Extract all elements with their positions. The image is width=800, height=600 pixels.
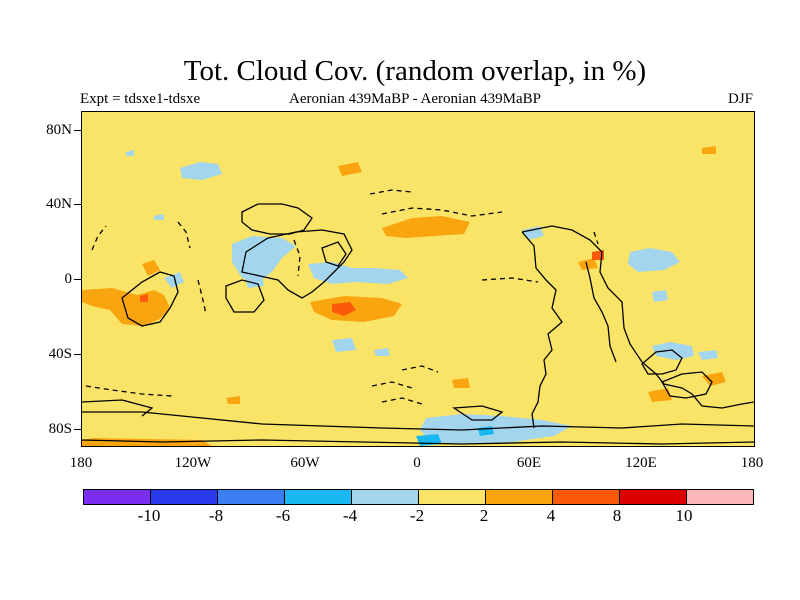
lat-tick-0: [74, 279, 81, 280]
colorbar-label: -2: [409, 506, 425, 525]
lon-label-60e: 60E: [516, 455, 542, 471]
colorbar-swatch: [553, 490, 620, 504]
colorbar-swatch: [419, 490, 486, 504]
map-plot: [81, 111, 755, 447]
colorbar-label: -8: [208, 506, 224, 525]
lon-label-120e: 120E: [625, 455, 657, 471]
lat-label-80n: 80N: [46, 122, 72, 138]
lat-tick-40s: [74, 354, 81, 355]
colorbar-label: 8: [612, 506, 622, 525]
colorbar-swatch: [84, 490, 151, 504]
comparison-label: Aeronian 439MaBP - Aeronian 439MaBP: [289, 91, 541, 107]
lon-label-180w: 180: [69, 455, 93, 471]
colorbar-label: 10: [675, 506, 693, 525]
colorbar-label: -4: [342, 506, 358, 525]
lon-label-120w: 120W: [174, 455, 212, 471]
lat-label-0: 0: [64, 271, 73, 287]
lat-label-80s: 80S: [48, 421, 72, 437]
colorbar-swatch: [352, 490, 419, 504]
coastline-dashes: [85, 189, 599, 405]
colorbar-swatch: [151, 490, 218, 504]
experiment-label: Expt = tdsxe1-tdsxe: [80, 91, 201, 107]
season-label: DJF: [727, 91, 753, 107]
lon-label-60w: 60W: [290, 455, 320, 471]
lat-tick-40n: [74, 204, 81, 205]
lat-label-40n: 40N: [46, 196, 72, 212]
lon-label-0: 0: [413, 455, 421, 471]
lat-tick-80n: [74, 130, 81, 131]
lat-tick-80s: [74, 429, 81, 430]
lat-label-40s: 40S: [48, 346, 72, 362]
colorbar-swatch: [218, 490, 285, 504]
positive-anomaly-patches: [82, 146, 726, 446]
colorbar: [83, 489, 754, 505]
colorbar-label: 2: [479, 506, 489, 525]
colorbar-label: -10: [137, 506, 161, 525]
colorbar-swatch: [687, 490, 753, 504]
map-canvas: [82, 146, 754, 446]
negative-anomaly-patches: [126, 150, 718, 444]
strong-positive-patches: [140, 250, 604, 316]
colorbar-label: 4: [546, 506, 556, 525]
lon-label-180e: 180: [740, 455, 764, 471]
page-title: Tot. Cloud Cov. (random overlap, in %): [183, 55, 647, 87]
colorbar-swatch: [486, 490, 553, 504]
colorbar-swatch: [285, 490, 352, 504]
colorbar-swatch: [620, 490, 687, 504]
colorbar-label: -6: [275, 506, 291, 525]
continent-outlines: [82, 203, 754, 445]
